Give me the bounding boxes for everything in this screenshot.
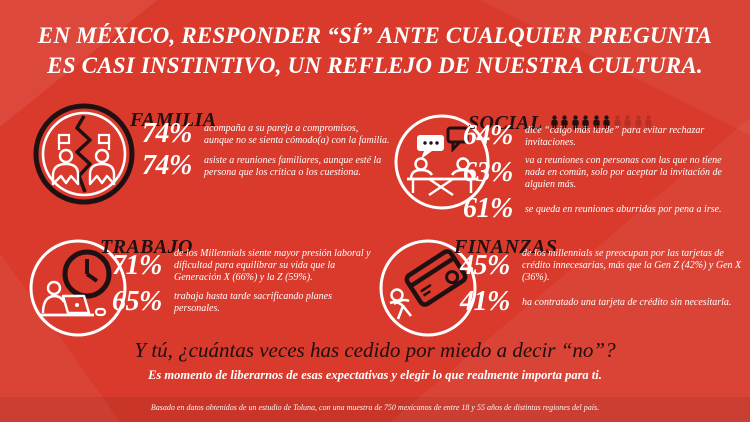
person-icon (614, 114, 621, 130)
stat-text: acompaña a su pareja a compromisos, aunq… (204, 122, 390, 146)
headline-line-2: ES CASI INSTINTIVO, UN REFLEJO DE NUESTR… (47, 52, 703, 78)
stat-text: trabaja hasta tarde sacrificando planes … (174, 290, 332, 314)
stat-value: 61% (463, 193, 513, 224)
broken-family-icon (32, 102, 136, 206)
section-title-familia: FAMILIA (130, 108, 217, 131)
person-icon (551, 114, 558, 130)
person-icon (582, 114, 589, 130)
source-note: Basado en datos obtenidos de un estudio … (150, 403, 600, 412)
finanzas-stats: 45% de los millennials se preocupan por … (460, 247, 744, 320)
stat-value: 45% (460, 249, 510, 281)
person-icon (572, 114, 579, 130)
section-social: SOCIAL 64% dice “caigo más tarde” para e… (390, 95, 746, 223)
section-title-finanzas: FINANZAS (454, 235, 558, 258)
section-title-social: SOCIAL (468, 111, 543, 134)
stat-value: 64% (463, 120, 513, 151)
stat-row: 74% asiste a reuniones familiares, aunqu… (142, 152, 390, 180)
stat-value: 74% (142, 150, 192, 181)
person-icon (603, 114, 610, 130)
closing-message: Es momento de liberarnos de esas expecta… (148, 368, 602, 382)
stat-value: 65% (112, 286, 162, 317)
stat-text: de los millennials se preocupan por las … (522, 248, 742, 283)
section-finanzas: FINANZAS 45% de los millennials se preoc… (374, 224, 748, 346)
trabajo-stats: 71% de los Millennials siente mayor pres… (112, 247, 378, 320)
person-icon (593, 114, 600, 130)
stat-row: 64% dice “caigo más tarde” para evitar r… (463, 122, 741, 150)
stat-text: ha contratado una tarjeta de crédito sin… (522, 296, 732, 308)
stat-value: 63% (463, 156, 513, 188)
stat-row: 65% trabaja hasta tarde sacrificando pla… (112, 288, 378, 316)
clock-laptop-worker-icon (26, 236, 130, 340)
person-icon (561, 114, 568, 130)
person-icon (624, 114, 631, 130)
stat-text: dice “caigo más tarde” para evitar recha… (525, 124, 705, 148)
section-title-trabajo: TRABAJO (100, 235, 193, 258)
person-icon (645, 114, 652, 130)
headline: EN MÉXICO, RESPONDER “SÍ” ANTE CUALQUIER… (0, 21, 750, 81)
footer-band (0, 397, 750, 422)
stat-text: asiste a reuniones familiares, aunque es… (204, 154, 382, 178)
stat-value: 71% (112, 249, 162, 281)
people-talking-table-icon (391, 111, 493, 213)
social-pictogram (550, 114, 654, 132)
stat-text: de los Millennials siente mayor presión … (174, 248, 371, 283)
stat-row: 74% acompaña a su pareja a compromisos, … (142, 120, 390, 148)
stat-row: 63% va a reuniones con personas con las … (463, 154, 741, 191)
headline-line-1: EN MÉXICO, RESPONDER “SÍ” ANTE CUALQUIER… (37, 23, 713, 48)
social-header: SOCIAL (468, 95, 653, 151)
social-stats: 64% dice “caigo más tarde” para evitar r… (463, 122, 741, 227)
stat-row: 41% ha contratado una tarjeta de crédito… (460, 288, 744, 316)
stat-text: se queda en reuniones aburridas por pena… (525, 203, 722, 215)
stat-text: va a reuniones con personas con las que … (525, 155, 722, 190)
stat-row: 61% se queda en reuniones aburridas por … (463, 195, 741, 223)
person-icon (635, 114, 642, 130)
credit-card-person-icon (376, 236, 480, 340)
familia-stats: 74% acompaña a su pareja a compromisos, … (142, 120, 390, 184)
stat-value: 41% (460, 286, 510, 317)
stat-value: 74% (142, 118, 192, 149)
stat-row: 71% de los Millennials siente mayor pres… (112, 247, 378, 284)
section-familia: FAMILIA 74% acompaña a su pareja a compr… (30, 98, 392, 220)
stat-row: 45% de los millennials se preocupan por … (460, 247, 744, 284)
closing-question: Y tú, ¿cuántas veces has cedido por mied… (134, 338, 616, 362)
section-trabajo: TRABAJO 71% de los Millennials siente ma… (24, 224, 386, 346)
